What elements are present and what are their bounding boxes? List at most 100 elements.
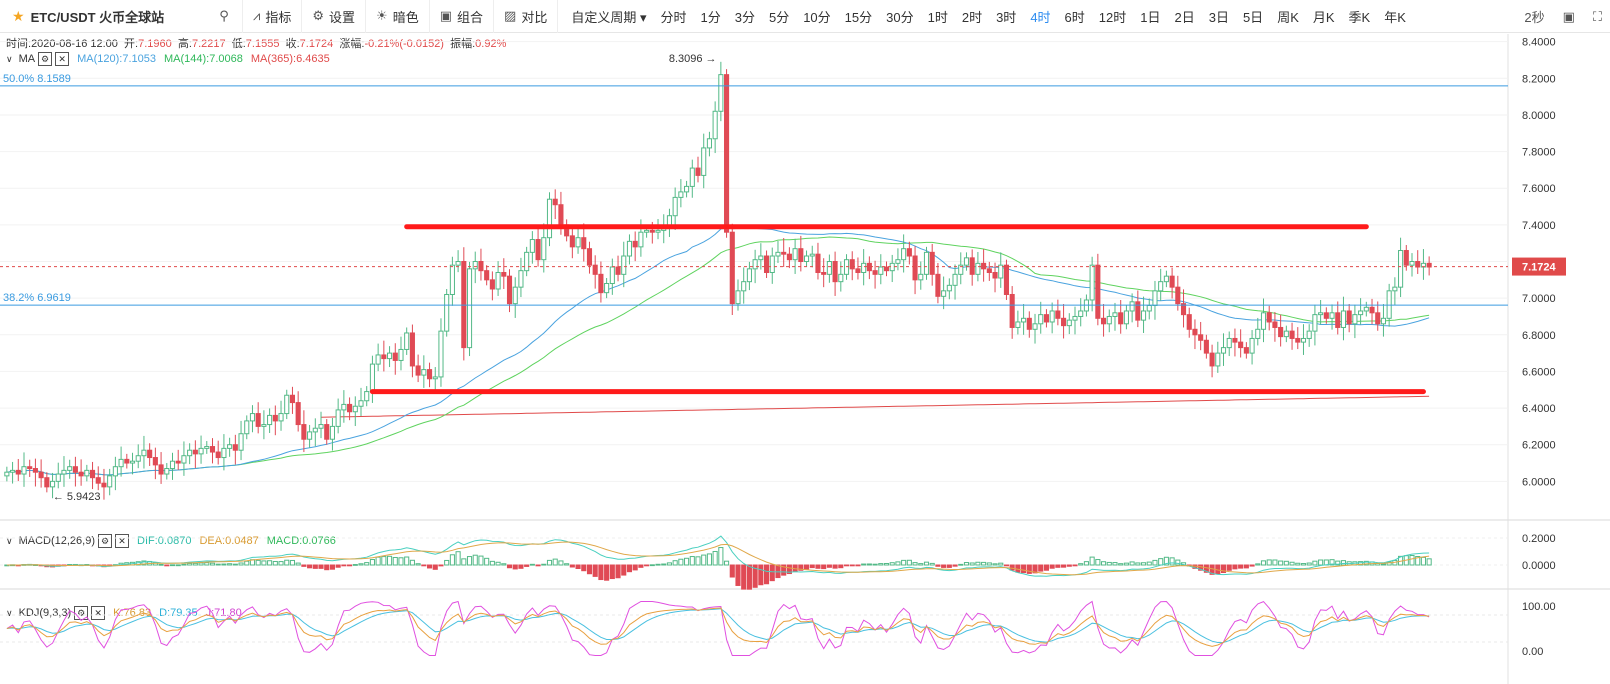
macd-bar: [861, 563, 867, 566]
candle-body: [952, 273, 958, 286]
macd-bar: [1249, 564, 1255, 567]
candle-body: [1398, 250, 1404, 288]
period-16[interactable]: 5日: [1242, 9, 1264, 25]
indicator-button[interactable]: ⩘ 指标: [242, 0, 301, 33]
macd-bar: [1066, 564, 1072, 567]
candle-body: [718, 74, 724, 112]
period-2[interactable]: 3分: [734, 9, 755, 25]
settings-label: 设置: [329, 9, 356, 25]
toolbar: ★ ETC/USDT 火币全球站 ⚲ ⩘ 指标 ⚙ 设置 ☀ 暗色 ▣ 组合 ▨ 对比 自定义周期…: [0, 0, 1610, 33]
period-17[interactable]: 周K: [1277, 9, 1299, 25]
compare-button[interactable]: ▨ 对比: [493, 0, 557, 33]
chart-canvas[interactable]: 6.00006.20006.40006.60006.80007.00007.20…: [0, 34, 1610, 684]
candle-body: [15, 469, 21, 475]
macd-bar: [501, 563, 507, 566]
combo-button[interactable]: ▣ 组合: [428, 0, 493, 33]
period-15[interactable]: 3日: [1208, 9, 1229, 25]
collapse-icon[interactable]: ∨: [6, 53, 13, 64]
gear-icon[interactable]: ⚙: [38, 52, 53, 66]
period-10[interactable]: 4时: [1030, 9, 1051, 25]
candle-body: [84, 469, 90, 477]
candle-body: [1323, 312, 1329, 319]
period-19[interactable]: 季K: [1348, 9, 1371, 25]
period-12[interactable]: 12时: [1098, 9, 1127, 25]
symbol-selector[interactable]: ★ ETC/USDT 火币全球站: [0, 7, 190, 26]
period-6[interactable]: 30分: [886, 9, 914, 25]
macd-bar: [586, 564, 593, 575]
candle-body: [615, 266, 621, 275]
gear-icon[interactable]: ⚙: [98, 534, 113, 548]
period-9[interactable]: 3时: [996, 9, 1017, 25]
collapse-icon[interactable]: ∨: [6, 535, 13, 546]
camera-icon[interactable]: ▣: [1562, 8, 1575, 24]
period-18[interactable]: 月K: [1312, 9, 1335, 25]
candle-body: [169, 460, 176, 470]
candle-body: [341, 403, 347, 411]
macd-bar: [815, 564, 821, 569]
candle-body: [1043, 314, 1049, 323]
candle-body: [706, 138, 712, 149]
candle-body: [1198, 334, 1204, 341]
macd-bar: [392, 556, 398, 566]
candle-body: [409, 332, 415, 367]
macd-bar: [329, 564, 335, 570]
ohlc-high: 7.2217: [191, 38, 226, 50]
kdj-j: J:71.80: [205, 607, 242, 619]
period-20[interactable]: 年K: [1384, 9, 1406, 25]
interval-label[interactable]: 2秒: [1524, 10, 1545, 25]
candle-body: [1352, 314, 1358, 325]
last-price-tag: [1512, 257, 1566, 276]
candle-body: [592, 264, 598, 275]
period-0[interactable]: 分时: [660, 9, 687, 25]
macd-bar: [935, 564, 941, 567]
close-icon[interactable]: ✕: [91, 606, 106, 620]
period-5[interactable]: 15分: [844, 9, 873, 25]
candle-body: [244, 420, 250, 435]
close-icon[interactable]: ✕: [115, 534, 130, 548]
fullscreen-icon[interactable]: ⛶: [1592, 8, 1602, 24]
candle-body: [238, 433, 244, 451]
collapse-icon[interactable]: ∨: [6, 607, 13, 618]
macd-bar: [324, 564, 330, 571]
d-line: [6, 608, 1430, 644]
ma-legend: ∨ MA ⚙ ✕ MA(120):7.1053 MA(144):7.0068 M…: [6, 52, 330, 66]
macd-bar: [209, 562, 216, 566]
period-4[interactable]: 10分: [803, 9, 831, 25]
period-11[interactable]: 6时: [1064, 9, 1085, 25]
period-7[interactable]: 1时: [927, 9, 948, 25]
search-icon[interactable]: ⚲: [219, 8, 229, 23]
period-3[interactable]: 5分: [768, 9, 790, 25]
period-1[interactable]: 1分: [700, 9, 721, 25]
close-icon[interactable]: ✕: [55, 52, 70, 66]
settings-button[interactable]: ⚙ 设置: [301, 0, 365, 33]
macd-bar: [1003, 564, 1010, 567]
macd-bar: [232, 563, 238, 566]
candle-body: [546, 198, 553, 239]
candle-body: [1003, 264, 1010, 295]
period-14[interactable]: 2日: [1174, 9, 1195, 25]
candle-body: [324, 424, 330, 440]
price-tick-label: 6.0000: [1522, 476, 1556, 488]
candle-body: [227, 444, 233, 449]
period-8[interactable]: 2时: [961, 9, 983, 25]
symbol-label: ETC/USDT 火币全球站: [30, 9, 165, 25]
candle-body: [992, 272, 998, 279]
candle-body: [775, 251, 781, 257]
chart-line-icon: ⩘: [253, 8, 261, 23]
custom-period-dropdown[interactable]: 自定义周期 ▾: [571, 9, 647, 25]
candle-body: [4, 471, 10, 477]
candle-body: [1318, 312, 1324, 316]
candle-body: [575, 237, 581, 248]
period-13[interactable]: 1日: [1140, 9, 1161, 25]
macd-bar: [1049, 564, 1055, 569]
macd-bar: [923, 561, 930, 566]
ohlc-close: 7.1724: [299, 38, 334, 50]
price-tick-label: 7.6000: [1522, 183, 1556, 195]
star-icon[interactable]: ★: [12, 7, 25, 24]
candle-body: [741, 281, 747, 292]
candle-body: [1300, 337, 1307, 343]
dark-button[interactable]: ☀ 暗色: [365, 0, 429, 33]
candle-body: [763, 255, 770, 274]
candle-body: [1106, 315, 1112, 325]
macd-bar: [518, 564, 524, 569]
